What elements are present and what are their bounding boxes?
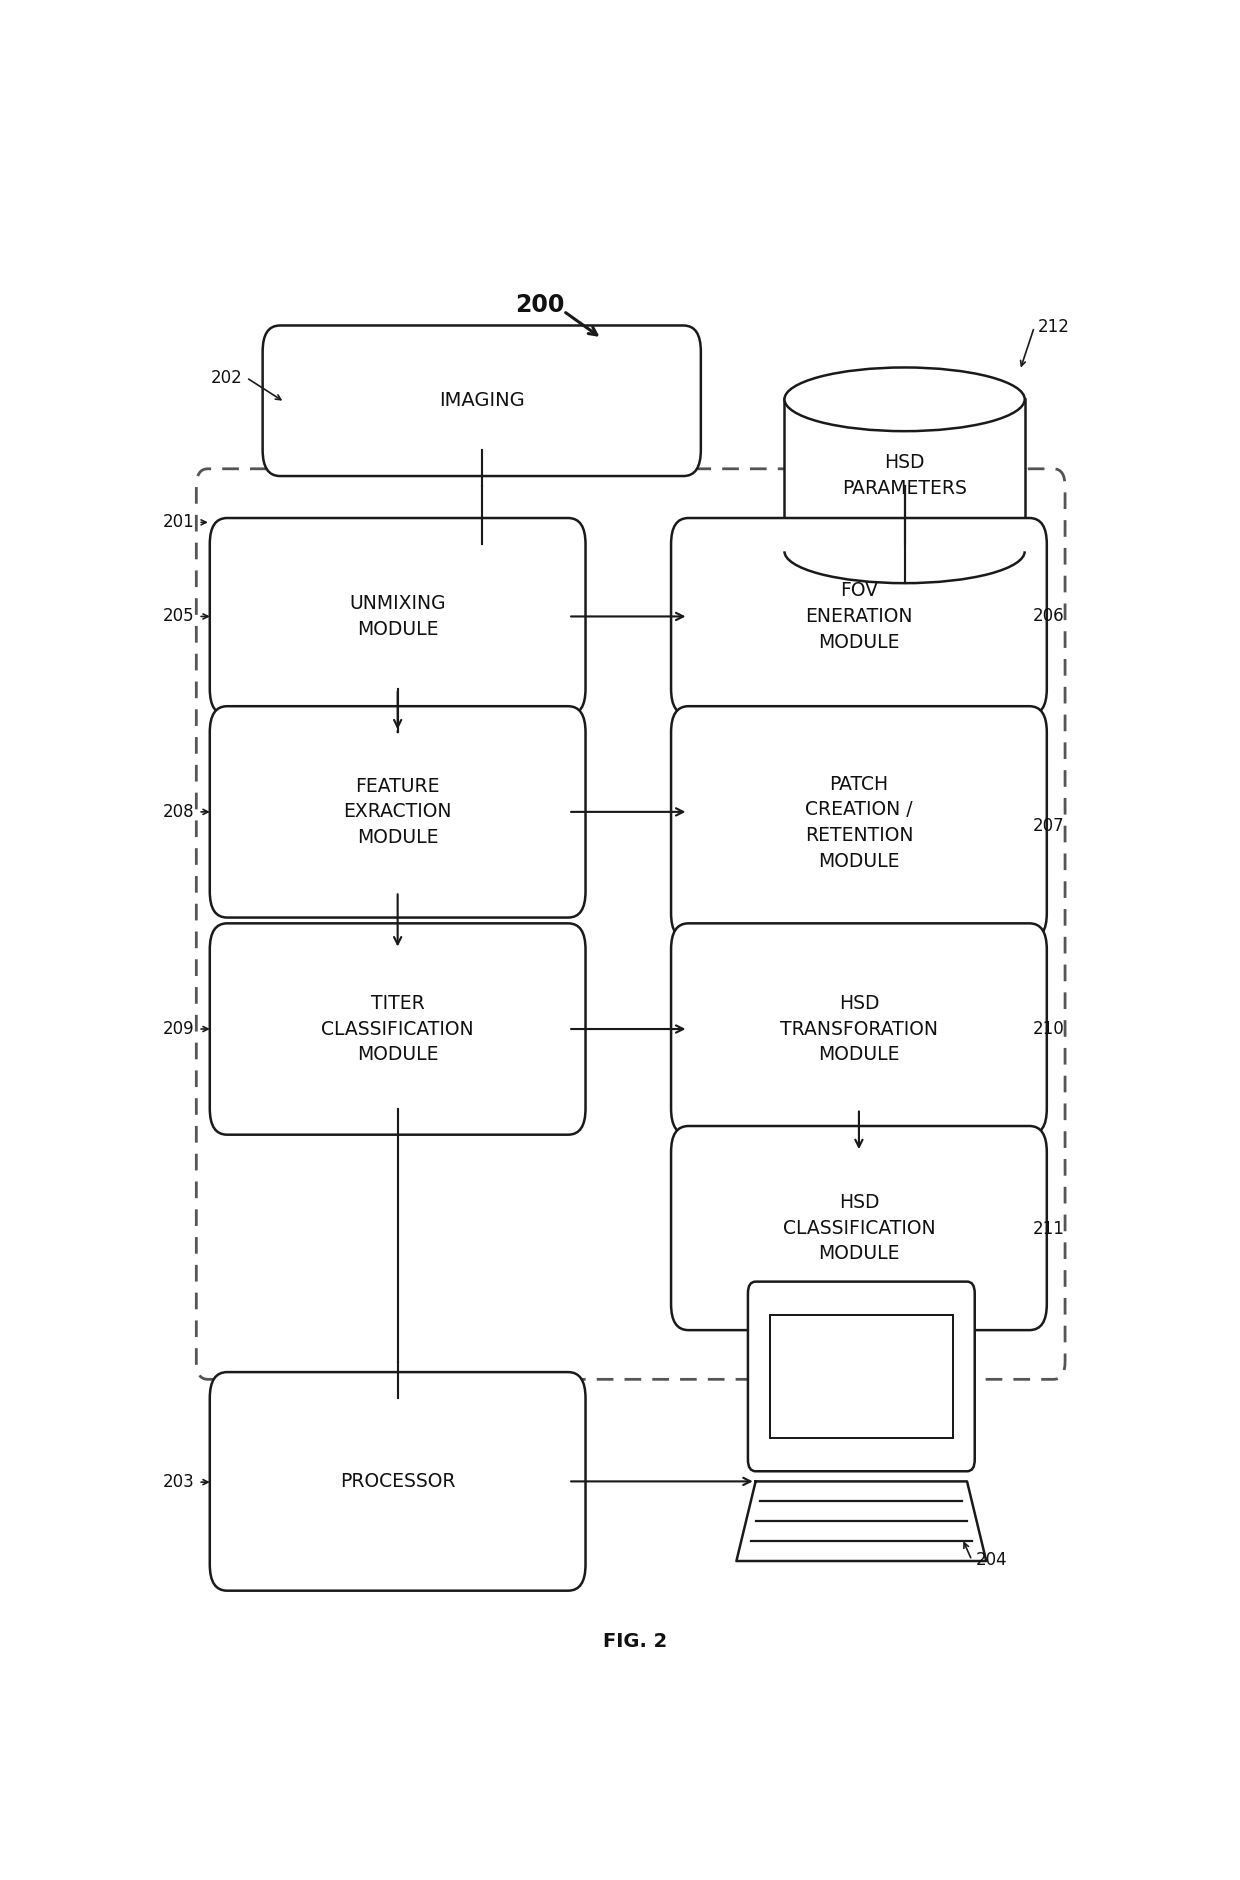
Text: FOV
ENERATION
MODULE: FOV ENERATION MODULE: [805, 581, 913, 652]
Bar: [785, 399, 1024, 551]
Text: 206: 206: [1033, 607, 1065, 626]
Text: IMAGING: IMAGING: [439, 391, 525, 410]
Text: 208: 208: [164, 803, 195, 822]
FancyBboxPatch shape: [671, 519, 1047, 714]
Text: 207: 207: [1033, 818, 1065, 835]
Text: 205: 205: [164, 607, 195, 626]
Bar: [770, 1314, 952, 1438]
Text: HSD
TRANSFORATION
MODULE: HSD TRANSFORATION MODULE: [780, 995, 937, 1064]
FancyBboxPatch shape: [263, 325, 701, 476]
FancyBboxPatch shape: [210, 707, 585, 917]
FancyBboxPatch shape: [671, 923, 1047, 1136]
Text: FIG. 2: FIG. 2: [604, 1632, 667, 1651]
Text: PROCESSOR: PROCESSOR: [340, 1472, 455, 1491]
Text: UNMIXING
MODULE: UNMIXING MODULE: [350, 594, 446, 639]
Text: 211: 211: [1033, 1220, 1065, 1237]
Text: 210: 210: [1033, 1021, 1065, 1038]
Text: 202: 202: [211, 368, 243, 387]
FancyBboxPatch shape: [210, 519, 585, 714]
Text: 200: 200: [515, 293, 564, 318]
Text: 212: 212: [1038, 318, 1069, 337]
FancyBboxPatch shape: [671, 1126, 1047, 1331]
Text: 201: 201: [164, 513, 195, 532]
Text: HSD
CLASSIFICATION
MODULE: HSD CLASSIFICATION MODULE: [782, 1192, 935, 1263]
FancyBboxPatch shape: [210, 923, 585, 1136]
Text: 203: 203: [164, 1474, 195, 1491]
Ellipse shape: [785, 367, 1024, 431]
Text: PATCH
CREATION /
RETENTION
MODULE: PATCH CREATION / RETENTION MODULE: [805, 775, 913, 870]
Text: TITER
CLASSIFICATION
MODULE: TITER CLASSIFICATION MODULE: [321, 995, 474, 1064]
FancyBboxPatch shape: [210, 1372, 585, 1590]
FancyBboxPatch shape: [748, 1282, 975, 1472]
FancyBboxPatch shape: [671, 707, 1047, 940]
Text: HSD
PARAMETERS: HSD PARAMETERS: [842, 453, 967, 498]
Text: FEATURE
EXRACTION
MODULE: FEATURE EXRACTION MODULE: [343, 776, 451, 848]
Polygon shape: [737, 1481, 986, 1560]
Text: 209: 209: [164, 1021, 195, 1038]
Text: 204: 204: [975, 1551, 1007, 1570]
